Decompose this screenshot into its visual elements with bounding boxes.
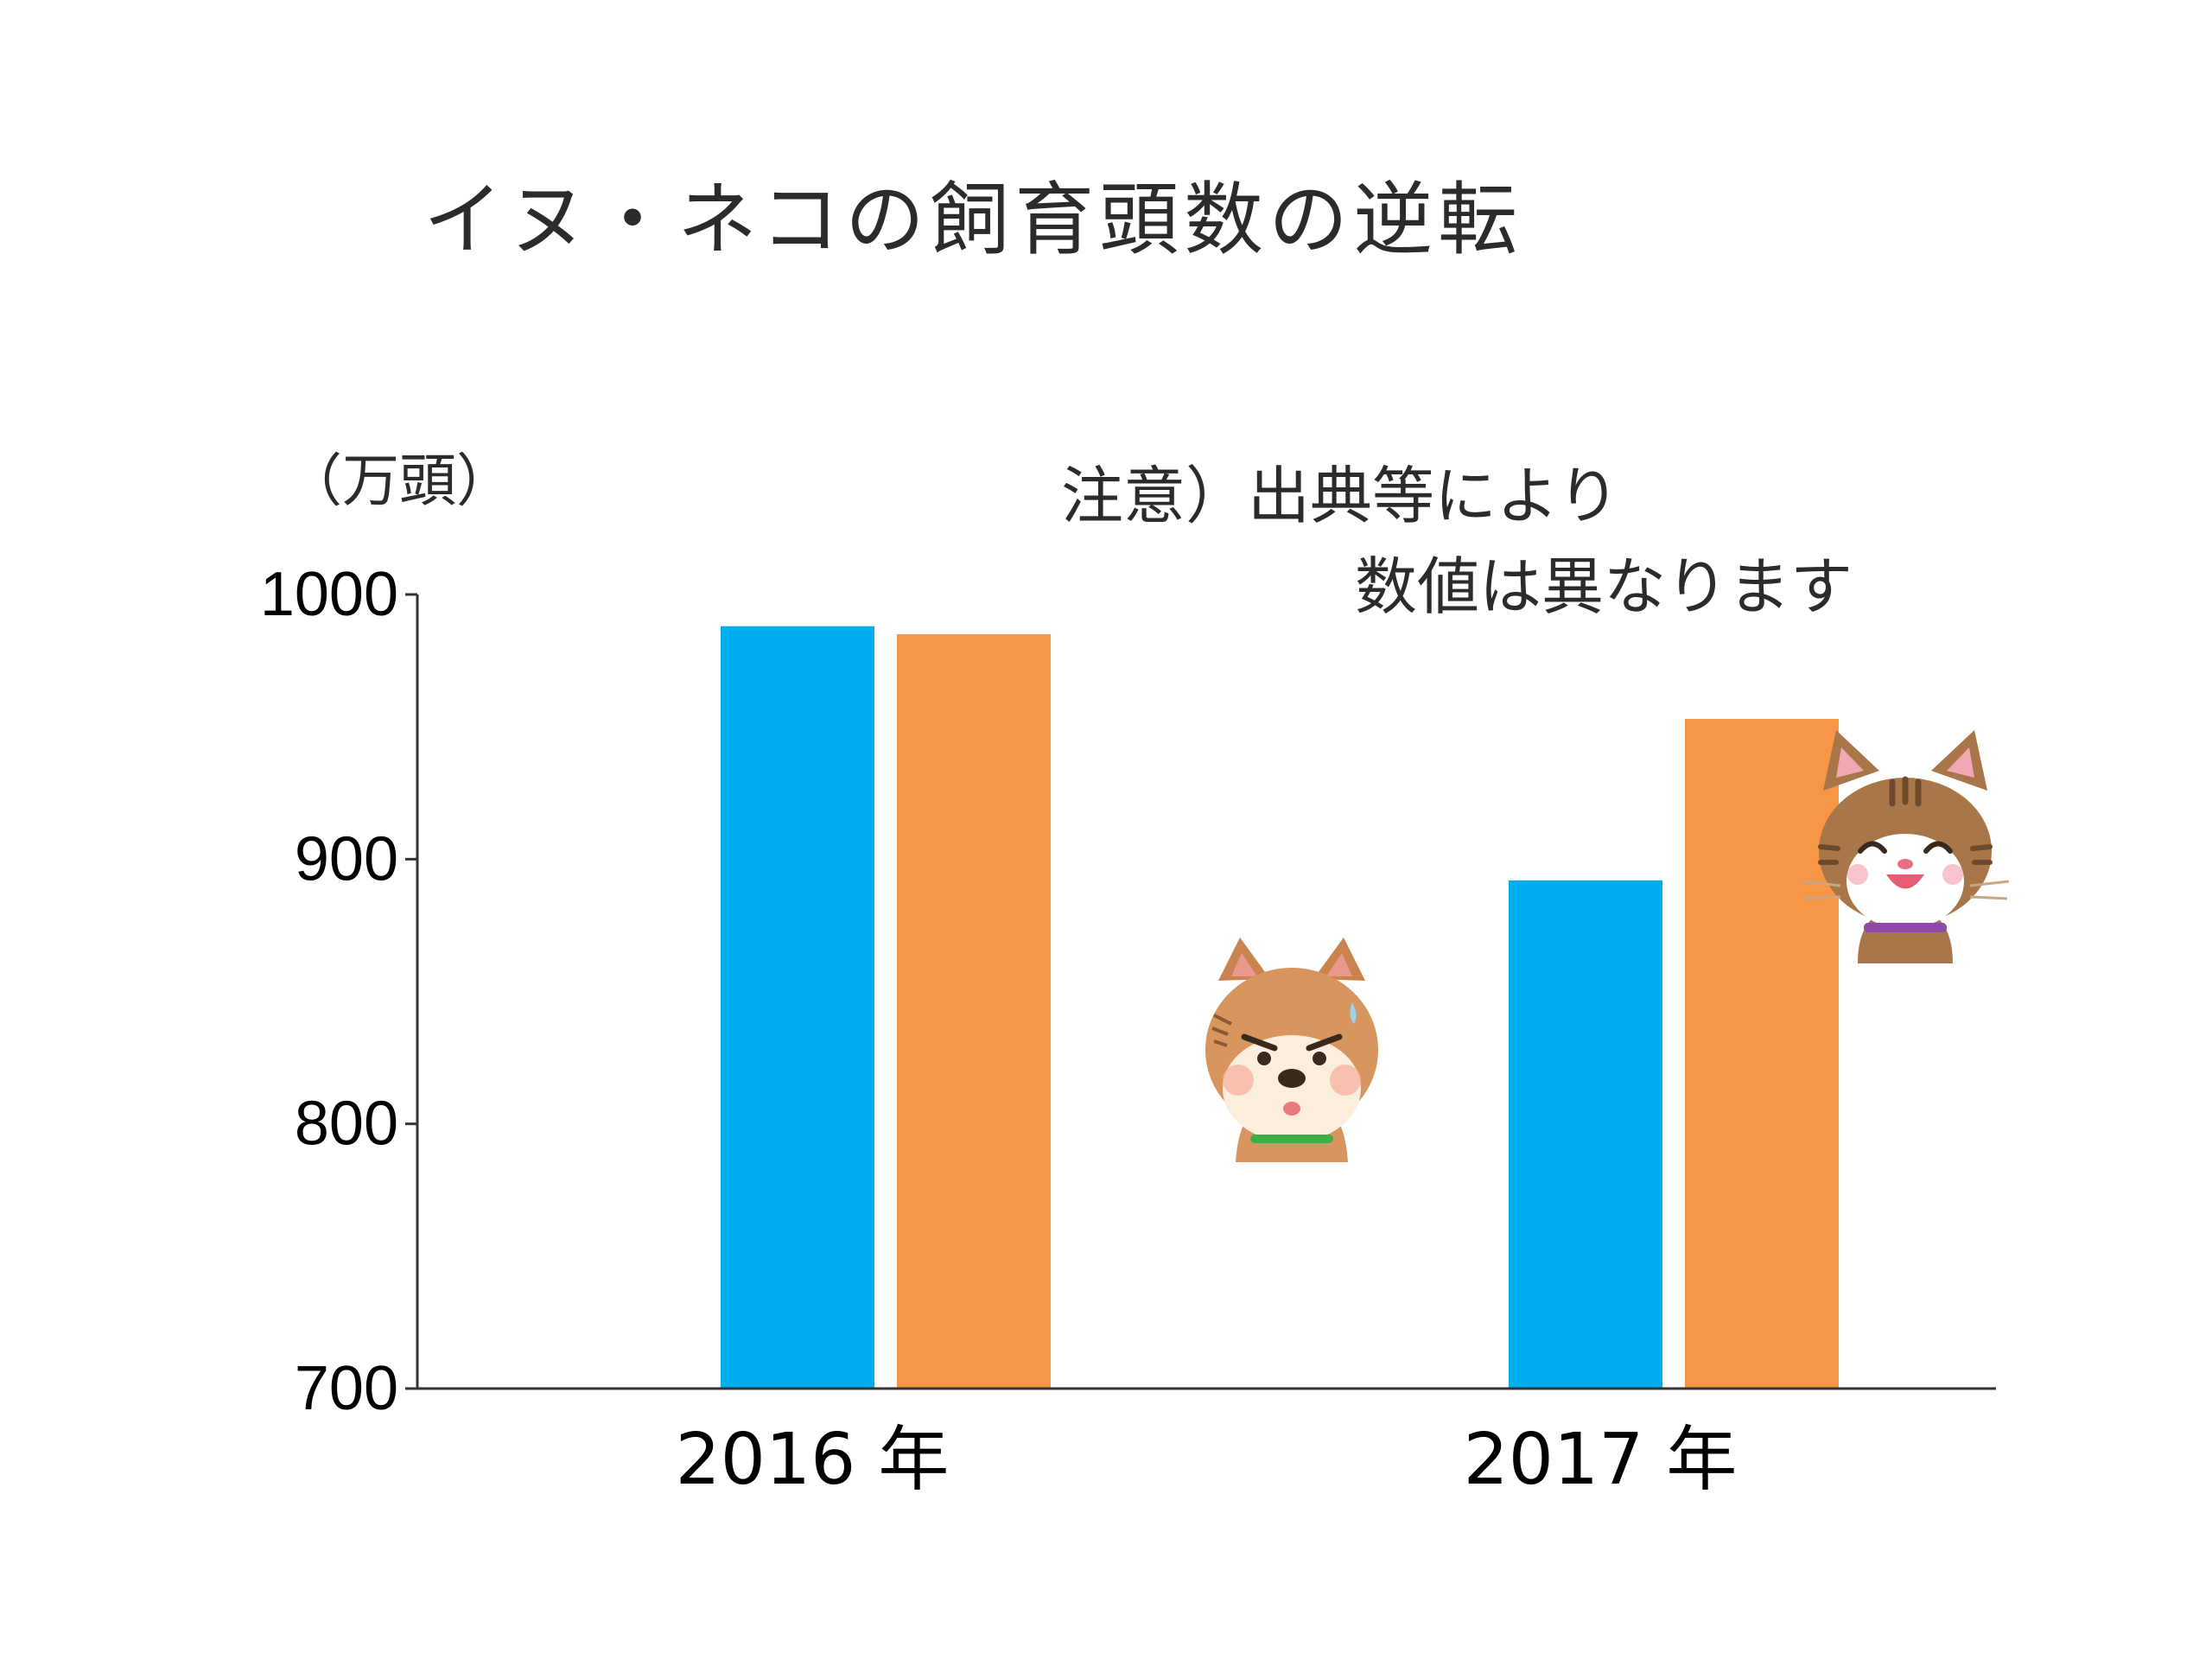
bar-series0-0 <box>721 626 874 1389</box>
x-labels-group: 2016 年 2017 年 <box>676 1419 1738 1501</box>
bar-series0-1 <box>1509 880 1662 1389</box>
y-tick-label: 800 <box>295 1090 398 1159</box>
note-line-2: 数値は異なります <box>1355 550 1853 623</box>
bar-series1-1 <box>1685 718 1839 1389</box>
x-category-label: 2016 年 <box>676 1419 950 1501</box>
happy-cat-icon <box>1801 730 2010 963</box>
y-tick-label: 1000 <box>260 560 398 629</box>
bars-group <box>721 626 1839 1389</box>
x-category-label: 2017 年 <box>1464 1419 1738 1501</box>
bar-series1-0 <box>897 633 1051 1389</box>
slide-title: イヌ・ネコの飼育頭数の逆転 <box>423 174 1523 266</box>
y-axis-unit-label: （万頭） <box>285 448 513 514</box>
y-tick-label: 700 <box>295 1354 398 1423</box>
y-ticks-group: 1000 900 800 700 <box>260 560 417 1423</box>
axes-group <box>416 594 1996 1390</box>
note-line-1: 注意）出典等により <box>1061 460 1620 532</box>
y-tick-label: 900 <box>295 824 398 893</box>
worried-dog-icon <box>1205 938 1378 1162</box>
